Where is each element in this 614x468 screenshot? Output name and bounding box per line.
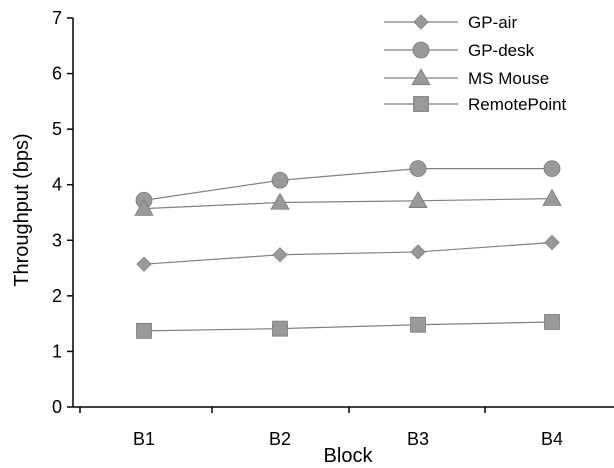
x-tick-label: B2 (269, 429, 291, 449)
data-point-diamond (410, 244, 426, 260)
data-point-diamond (544, 234, 560, 251)
x-axis-title: Block (324, 445, 374, 467)
series-line-remotepoint (143, 321, 553, 332)
y-tick-label: 2 (52, 286, 62, 306)
y-tick-label: 5 (52, 119, 62, 139)
legend-marker-square (413, 96, 429, 112)
data-point-diamond (272, 247, 288, 263)
legend-label: MS Mouse (468, 69, 549, 88)
data-point-square (272, 320, 288, 337)
data-point-circle (271, 171, 289, 189)
data-point-square (410, 316, 426, 333)
y-tick-label: 7 (52, 8, 62, 28)
y-axis-title: Throughput (bps) (11, 133, 33, 286)
legend-label: RemotePoint (468, 95, 567, 114)
y-tick-label: 4 (52, 175, 62, 195)
y-tick-label: 1 (52, 341, 62, 361)
legend: GP-air GP-desk MS Mouse RemotePoint (384, 13, 567, 114)
data-point-circle (543, 160, 561, 177)
data-point-square (136, 322, 152, 339)
series-line-gp-desk (143, 167, 552, 201)
legend-marker-circle (412, 41, 430, 59)
series-line-gp-air (143, 241, 553, 265)
x-tick-label: B1 (133, 429, 155, 449)
y-tick-label: 0 (52, 397, 62, 417)
x-tick-label: B4 (541, 429, 563, 449)
data-point-circle (409, 160, 427, 177)
plot-area (134, 160, 562, 339)
data-point-diamond (136, 256, 152, 272)
legend-marker-triangle (411, 68, 431, 86)
data-point-triangle (408, 191, 428, 208)
legend-label: GP-air (468, 13, 517, 32)
data-point-square (544, 314, 560, 330)
axes: 0 1 2 3 4 5 6 7 B1 B2 B3 B4 (52, 8, 614, 449)
data-point-triangle (134, 198, 154, 216)
series-line-ms-mouse (143, 198, 553, 210)
y-tick-label: 6 (52, 64, 62, 84)
legend-marker-diamond (413, 14, 429, 30)
data-point-triangle (270, 192, 290, 210)
data-point-triangle (542, 188, 562, 206)
y-tick-label: 3 (52, 230, 62, 250)
x-tick-label: B3 (407, 429, 429, 449)
legend-label: GP-desk (468, 41, 535, 60)
